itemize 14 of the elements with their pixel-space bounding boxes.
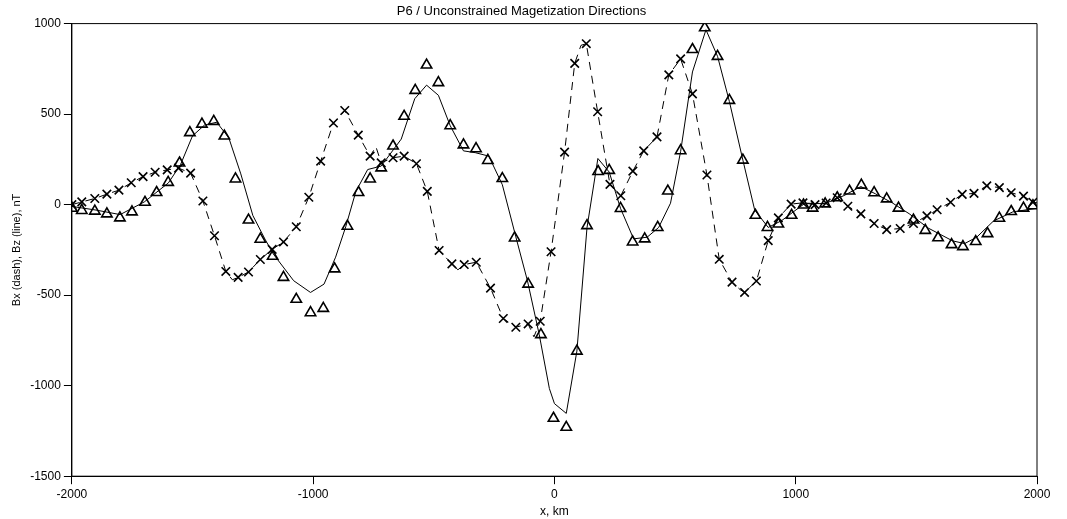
y-tick-label: -1000: [30, 377, 62, 392]
y-tick-label: 0: [54, 196, 62, 211]
y-axis-title: Bx (dash), Bz (line), nT: [9, 193, 22, 307]
x-tick-label: 1000: [782, 486, 810, 501]
x-tick-label: 2000: [1023, 486, 1051, 501]
y-tick-label: -500: [36, 287, 62, 302]
chart-title: P6 / Unconstrained Magetization Directions: [396, 3, 647, 19]
y-tick-label: -1500: [30, 468, 62, 483]
x-axis-title: x, km: [540, 504, 569, 519]
x-tick-label: -1000: [297, 486, 329, 501]
x-tick-label: -2000: [56, 486, 88, 501]
y-tick-label: 1000: [34, 15, 62, 30]
y-tick-label: 500: [40, 106, 62, 121]
x-tick-label: 0: [551, 486, 559, 501]
